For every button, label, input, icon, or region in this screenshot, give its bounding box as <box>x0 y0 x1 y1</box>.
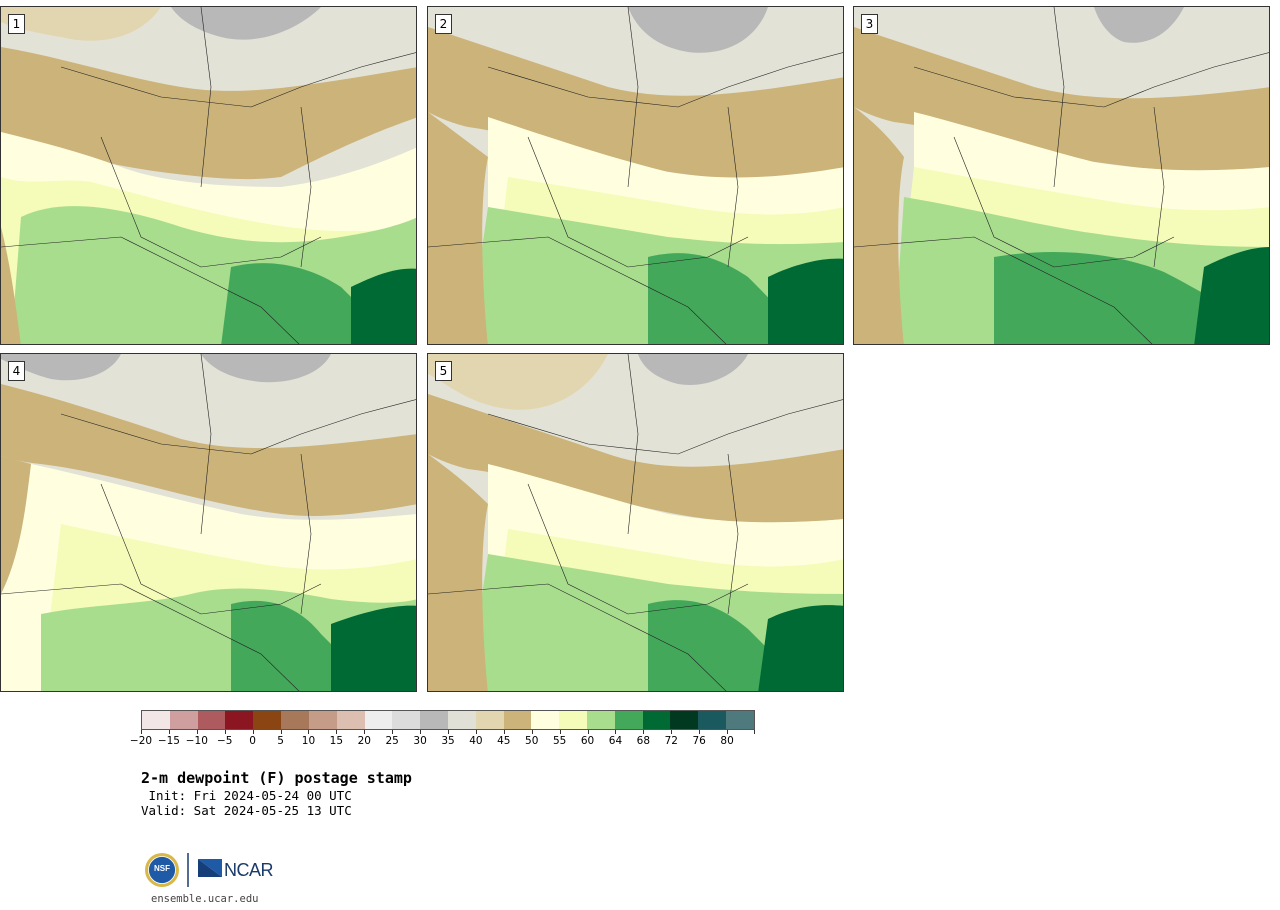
colorbar-tick <box>196 730 198 734</box>
colorbar-ticks: −20 −15 −10 −5 0 5 10 15 20 25 30 35 40 45 50 55 60 64 68 7… <box>130 730 755 750</box>
map-panel-1: 1 <box>0 6 417 345</box>
logos: NSF <box>144 851 274 891</box>
colorbar-segment <box>670 711 699 729</box>
colorbar-tick <box>531 730 533 734</box>
colorbar-tick <box>364 730 366 734</box>
colorbar-segment <box>364 711 393 729</box>
colorbar-segment <box>197 711 226 729</box>
colorbar-tick <box>336 730 338 734</box>
colorbar-tick-label: 80 <box>720 735 734 747</box>
valid-time: Valid: Sat 2024-05-25 13 UTC <box>141 803 352 818</box>
nsf-seal-label: NSF <box>154 864 170 873</box>
dewpoint-map-1 <box>1 7 416 344</box>
colorbar-tick <box>168 730 170 734</box>
colorbar-tick <box>475 730 477 734</box>
colorbar-tick-label: −15 <box>157 735 180 747</box>
colorbar-tick-label: 64 <box>608 735 623 747</box>
colorbar-tick-label: −5 <box>216 735 233 747</box>
dewpoint-map-5 <box>428 354 843 691</box>
colorbar-tick <box>308 730 310 734</box>
colorbar-segment <box>308 711 337 729</box>
panel-label: 5 <box>435 361 452 381</box>
colorbar-segment <box>142 711 170 729</box>
colorbar-segment <box>392 711 421 729</box>
colorbar-tick-label: 50 <box>525 735 539 747</box>
map-panel-3: 3 <box>853 6 1270 345</box>
colorbar-tick-label: 68 <box>636 735 651 747</box>
ncar-logo-text: NCAR <box>224 860 274 880</box>
colorbar-segment <box>698 711 727 729</box>
colorbar-segment <box>225 711 254 729</box>
colorbar-tick <box>141 730 142 734</box>
colorbar-tick-label: 10 <box>301 735 316 747</box>
colorbar-tick-label: 30 <box>413 735 427 747</box>
colorbar-segment <box>475 711 504 729</box>
colorbar-tick-label: 15 <box>329 735 344 747</box>
colorbar-tick-label: 35 <box>441 735 455 747</box>
map-panel-2: 2 <box>427 6 844 345</box>
colorbar-tick-label: 40 <box>469 735 483 747</box>
colorbar-tick-label: 72 <box>664 735 678 747</box>
colorbar-segment <box>531 711 560 729</box>
colorbar-tick <box>559 730 561 734</box>
colorbar-tick-label: 5 <box>277 735 284 747</box>
colorbar-tick <box>754 730 755 734</box>
colorbar-segment <box>614 711 643 729</box>
colorbar-tick-label: −10 <box>185 735 208 747</box>
site-url: ensemble.ucar.edu <box>151 893 259 905</box>
colorbar-segment <box>281 711 309 729</box>
colorbar-tick-label: −20 <box>129 735 153 747</box>
colorbar-segment <box>336 711 365 729</box>
colorbar-segment <box>726 711 754 729</box>
colorbar-tick <box>448 730 449 734</box>
colorbar-segment <box>559 711 587 729</box>
colorbar-tick <box>420 730 422 734</box>
colorbar-segment <box>447 711 476 729</box>
colorbar-tick <box>252 730 254 734</box>
colorbar-tick <box>587 730 589 734</box>
colorbar-tick <box>392 730 394 734</box>
colorbar-tick-label: 20 <box>357 735 371 747</box>
colorbar-segment <box>169 711 198 729</box>
map-panel-4: 4 <box>0 353 417 692</box>
colorbar-segment <box>642 711 671 729</box>
colorbar-tick <box>280 730 282 734</box>
colorbar-tick-label: 55 <box>552 735 567 747</box>
init-time: Init: Fri 2024-05-24 00 UTC <box>141 788 352 803</box>
colorbar-tick <box>503 730 505 734</box>
map-panel-5: 5 <box>427 353 844 692</box>
colorbar-tick-label: 45 <box>497 735 511 747</box>
colorbar-segment <box>420 711 448 729</box>
panel-label: 3 <box>861 14 878 34</box>
dewpoint-map-2 <box>428 7 843 344</box>
colorbar-tick <box>224 730 226 734</box>
colorbar-tick <box>727 730 729 734</box>
dewpoint-map-4 <box>1 354 416 691</box>
colorbar <box>141 710 755 730</box>
colorbar-tick-label: 25 <box>385 735 399 747</box>
colorbar-segment <box>253 711 282 729</box>
colorbar-tick <box>699 730 701 734</box>
nsf-logo-icon <box>145 853 222 887</box>
panel-label: 1 <box>8 14 25 34</box>
panel-label: 2 <box>435 14 452 34</box>
colorbar-tick <box>671 730 673 734</box>
colorbar-segment <box>587 711 615 729</box>
colorbar-tick-label: 76 <box>692 735 706 747</box>
dewpoint-map-3 <box>854 7 1269 344</box>
colorbar-segment <box>503 711 532 729</box>
colorbar-tick <box>643 730 645 734</box>
colorbar-tick <box>615 730 617 734</box>
page-title: 2-m dewpoint (F) postage stamp <box>141 769 412 787</box>
panel-label: 4 <box>8 361 25 381</box>
colorbar-tick-label: 0 <box>249 735 256 747</box>
colorbar-tick-label: 60 <box>580 735 595 747</box>
